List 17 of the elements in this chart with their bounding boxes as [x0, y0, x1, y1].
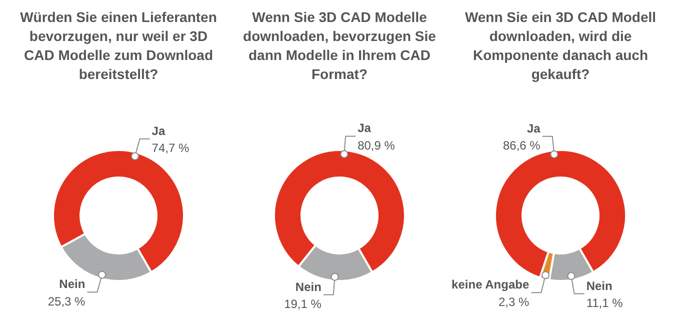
slice-label: Ja [152, 124, 166, 138]
slice-label: Nein [59, 277, 86, 292]
chart-title: Würden Sie einen Lieferanten bevorzugen, nur weil er 3D CAD Modelle zum Download bereitstellt? [19, 8, 218, 84]
slice-label: Ja [526, 121, 541, 136]
data-label: 25,3 % [48, 294, 86, 308]
chart-title: Wenn Sie 3D CAD Modelle downloaden, bevorzugen Sie dann Modelle in Ihrem CAD Format? [242, 8, 437, 84]
slice-label: keine Angabe [452, 278, 530, 292]
data-label: 19,1 % [284, 297, 322, 312]
data-label: 74,7 % [152, 141, 190, 156]
slice-label: Nein [586, 278, 612, 293]
data-label: 11,1 % [586, 296, 624, 310]
data-label: 2,3 % [498, 294, 530, 309]
data-label: 80,9 % [358, 138, 396, 153]
slice-label: Ja [358, 121, 372, 136]
data-label: 86,6 % [502, 138, 541, 153]
slice-label: Nein [295, 280, 322, 294]
chart-title: Wenn Sie ein 3D CAD Modell downloaden, wird die Komponente danach auch gekauft? [464, 8, 658, 84]
